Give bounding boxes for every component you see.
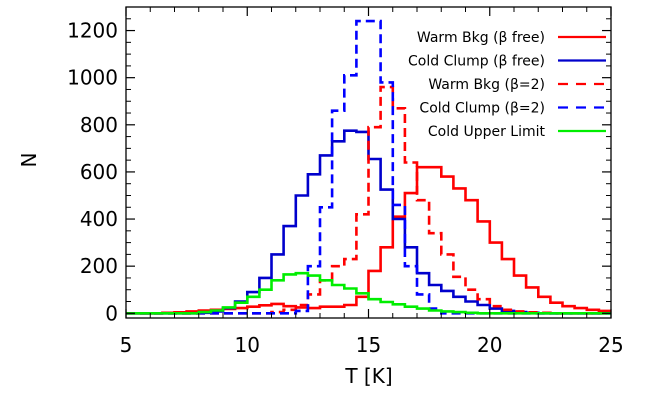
series-layer: [126, 19, 611, 315]
ticks-layer: [125, 6, 612, 318]
legend-label: Cold Upper Limit: [428, 124, 546, 140]
series-line-4: [126, 271, 611, 315]
legend-label: Warm Bkg (β free): [417, 30, 545, 46]
x-axis-title: T [K]: [344, 364, 392, 388]
x-tick-label: 25: [598, 333, 623, 357]
legend: Warm Bkg (β free) Cold Clump (β free) Warm…: [408, 30, 606, 140]
x-tick-label: 20: [477, 333, 502, 357]
x-tick-label: 10: [235, 333, 260, 357]
x-tick-label: 5: [120, 333, 133, 357]
legend-label: Cold Clump (β=2): [419, 101, 545, 117]
series-line-3: [126, 19, 611, 315]
y-tick-label: 600: [80, 160, 118, 184]
y-axis-title: N: [17, 153, 41, 168]
y-tick-label: 800: [80, 113, 118, 137]
y-tick-label: 1200: [67, 19, 118, 43]
y-tick-label: 400: [80, 207, 118, 231]
legend-label: Warm Bkg (β=2): [428, 77, 545, 93]
y-tick-label: 200: [80, 254, 118, 278]
y-tick-label: 0: [105, 301, 118, 325]
tick-labels: 5 10 15 20 25 0 200 400 600 800 1000 1200: [67, 19, 624, 357]
x-tick-label: 15: [356, 333, 381, 357]
legend-label: Cold Clump (β free): [408, 54, 545, 70]
y-tick-label: 1000: [67, 66, 118, 90]
